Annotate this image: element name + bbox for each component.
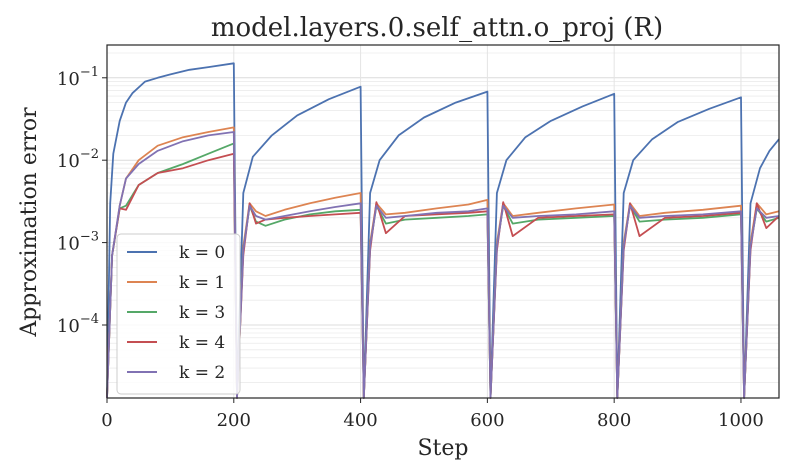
x-axis-ticks: 0 200 400 600 800 1000 [101,398,764,431]
legend-box [116,233,241,395]
y-axis-ticks: 10−4 10−3 10−2 10−1 [57,65,107,337]
y-tick-label: 10−3 [57,230,99,255]
y-tick-label: 10−2 [57,147,99,172]
x-tick-label: 800 [597,410,631,431]
series-line-4 [106,131,780,399]
legend-label: k = 4 [179,333,225,353]
legend: k = 0 k = 1 k = 3 k = 4 k = 2 [116,233,241,395]
x-tick-label: 0 [101,410,112,431]
y-tick-label: 10−4 [57,312,99,337]
series-line-0 [106,62,780,399]
x-tick-label: 1000 [718,410,764,431]
series-line-2 [106,142,780,399]
y-axis-label: Approximation error [17,107,42,338]
series-line-1 [106,126,780,399]
plot-frame [106,44,780,399]
x-axis-label: Step [417,436,468,461]
legend-label: k = 1 [179,273,225,293]
legend-label: k = 2 [179,363,225,383]
legend-label: k = 3 [179,303,225,323]
chart-title: model.layers.0.self_attn.o_proj (R) [211,13,663,43]
x-tick-label: 600 [470,410,504,431]
y-tick-label: 10−1 [57,65,99,90]
x-tick-label: 400 [343,410,377,431]
series-lines [106,62,780,399]
x-tick-label: 200 [217,410,251,431]
legend-label: k = 0 [179,243,225,263]
